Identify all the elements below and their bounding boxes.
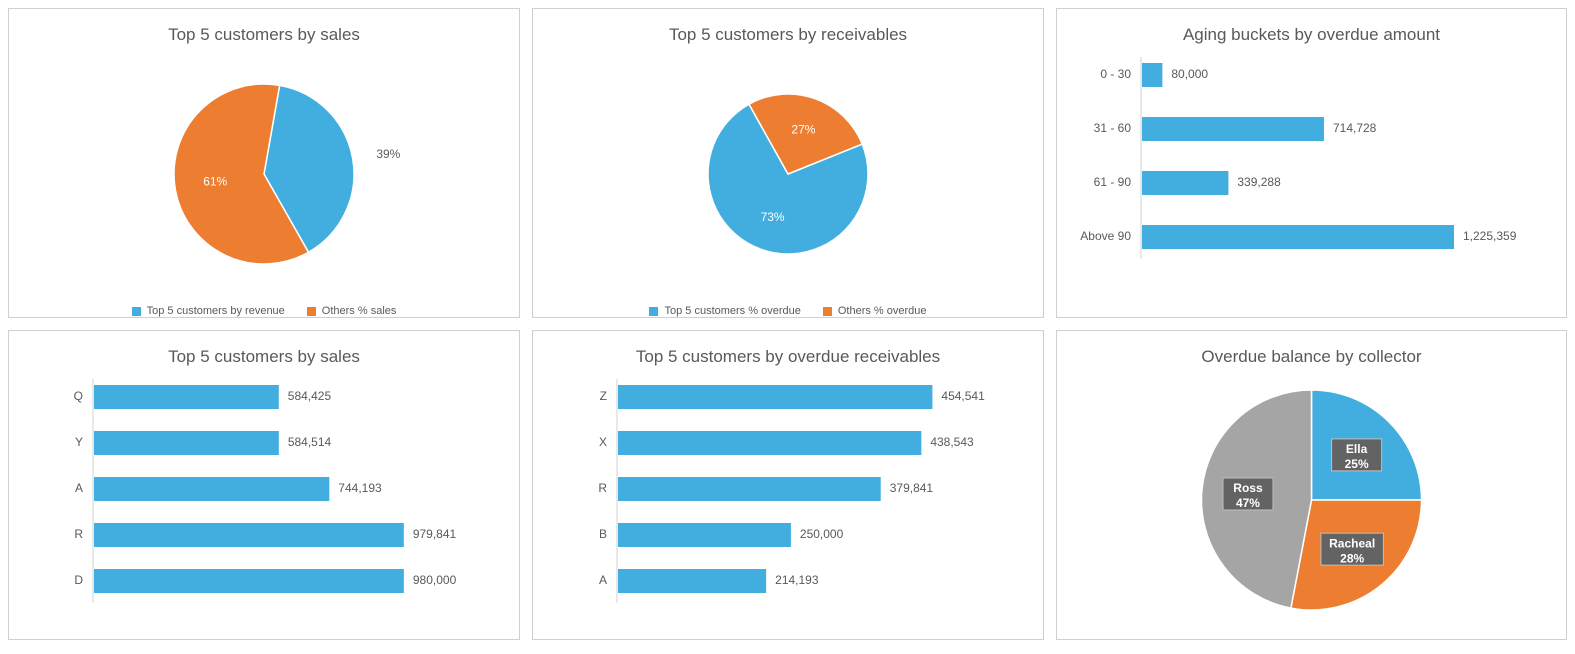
pie-badge-name: Racheal (1329, 536, 1375, 550)
dashboard-grid: Top 5 customers by sales 39% 61% Top 5 cu… (8, 8, 1567, 640)
bar-category-label: Z (600, 389, 607, 403)
bar-category-label: 0 - 30 (1100, 67, 1131, 81)
pie-pct-label: 73% (761, 210, 785, 224)
pie-pct-label: 39% (376, 147, 400, 161)
bar-category-label: R (74, 527, 83, 541)
bar-value-label: 584,514 (288, 435, 332, 449)
bar-category-label: B (599, 527, 607, 541)
bar-category-label: D (74, 573, 83, 587)
bar (618, 477, 881, 501)
bar (94, 431, 279, 455)
pie-badge-pct: 28% (1340, 551, 1364, 565)
bar-value-label: 80,000 (1171, 67, 1208, 81)
bar-value-label: 214,193 (775, 573, 819, 587)
bar-value-label: 379,841 (890, 481, 934, 495)
bar-category-label: Above 90 (1080, 229, 1131, 243)
panel-aging: Aging buckets by overdue amount 0 - 30 80… (1056, 8, 1567, 318)
pie-badge-pct: 47% (1236, 496, 1260, 510)
bar-category-label: Y (75, 435, 83, 449)
panel-title: Aging buckets by overdue amount (1071, 25, 1552, 45)
pie-badge-pct: 25% (1345, 457, 1369, 471)
legend-item: Top 5 customers by revenue (132, 305, 285, 317)
bar-category-label: 61 - 90 (1094, 175, 1132, 189)
legend-swatch (649, 307, 658, 316)
bar-value-label: 714,728 (1333, 121, 1377, 135)
pie-badge-name: Ella (1346, 442, 1368, 456)
chart-sales-bar: Q 584,425 Y 584,514 A 744,193 R 979,841 D 980,000 (23, 371, 505, 629)
panel-title: Overdue balance by collector (1071, 347, 1552, 367)
chart-receivables-pie: 73% 27% (547, 49, 1029, 299)
bar-category-label: 31 - 60 (1094, 121, 1132, 135)
bar-value-label: 979,841 (413, 527, 457, 541)
bar (618, 523, 791, 547)
legend-sales-pie: Top 5 customers by revenue Others % sales (23, 299, 505, 319)
bar (1142, 225, 1454, 249)
bar (1142, 171, 1228, 195)
legend-item: Others % overdue (823, 305, 927, 317)
bar (618, 569, 766, 593)
bar (618, 385, 932, 409)
panel-overdue-bar: Top 5 customers by overdue receivables Z… (532, 330, 1044, 640)
chart-collector-pie: Ella25% Racheal28% Ross47% (1071, 371, 1552, 629)
bar (94, 385, 279, 409)
pie-pct-label: 27% (791, 122, 815, 136)
panel-title: Top 5 customers by sales (23, 25, 505, 45)
bar-value-label: 980,000 (413, 573, 457, 587)
bar-category-label: R (598, 481, 607, 495)
chart-sales-pie: 39% 61% (23, 49, 505, 299)
legend-swatch (307, 307, 316, 316)
panel-title: Top 5 customers by overdue receivables (547, 347, 1029, 367)
legend-receivables-pie: Top 5 customers % overdue Others % overdu… (547, 299, 1029, 319)
bar (1142, 63, 1162, 87)
bar-category-label: X (599, 435, 607, 449)
bar-category-label: A (75, 481, 83, 495)
bar-value-label: 584,425 (288, 389, 332, 403)
bar-value-label: 438,543 (930, 435, 974, 449)
bar-value-label: 339,288 (1237, 175, 1281, 189)
pie-pct-label: 61% (203, 175, 227, 189)
legend-swatch (823, 307, 832, 316)
bar-value-label: 454,541 (941, 389, 985, 403)
bar-category-label: A (599, 573, 607, 587)
legend-item: Others % sales (307, 305, 397, 317)
bar (618, 431, 921, 455)
legend-label: Others % sales (322, 305, 397, 317)
chart-overdue-bar: Z 454,541 X 438,543 R 379,841 B 250,000 A 214,193 (547, 371, 1029, 629)
panel-title: Top 5 customers by receivables (547, 25, 1029, 45)
panel-sales-pie: Top 5 customers by sales 39% 61% Top 5 cu… (8, 8, 520, 318)
legend-item: Top 5 customers % overdue (649, 305, 800, 317)
bar-category-label: Q (74, 389, 83, 403)
panel-title: Top 5 customers by sales (23, 347, 505, 367)
bar (94, 523, 404, 547)
bar-value-label: 1,225,359 (1463, 229, 1517, 243)
panel-collector-pie: Overdue balance by collector Ella25% Rach… (1056, 330, 1567, 640)
panel-receivables-pie: Top 5 customers by receivables 73% 27% To… (532, 8, 1044, 318)
pie-badge-name: Ross (1233, 481, 1263, 495)
bar-value-label: 250,000 (800, 527, 844, 541)
legend-label: Others % overdue (838, 305, 927, 317)
bar (94, 477, 329, 501)
legend-swatch (132, 307, 141, 316)
bar (1142, 117, 1324, 141)
panel-sales-bar: Top 5 customers by sales Q 584,425 Y 584,51… (8, 330, 520, 640)
legend-label: Top 5 customers % overdue (664, 305, 800, 317)
legend-label: Top 5 customers by revenue (147, 305, 285, 317)
bar (94, 569, 404, 593)
chart-aging: 0 - 30 80,000 31 - 60 714,728 61 - 90 339,288… (1071, 49, 1552, 307)
bar-value-label: 744,193 (338, 481, 382, 495)
